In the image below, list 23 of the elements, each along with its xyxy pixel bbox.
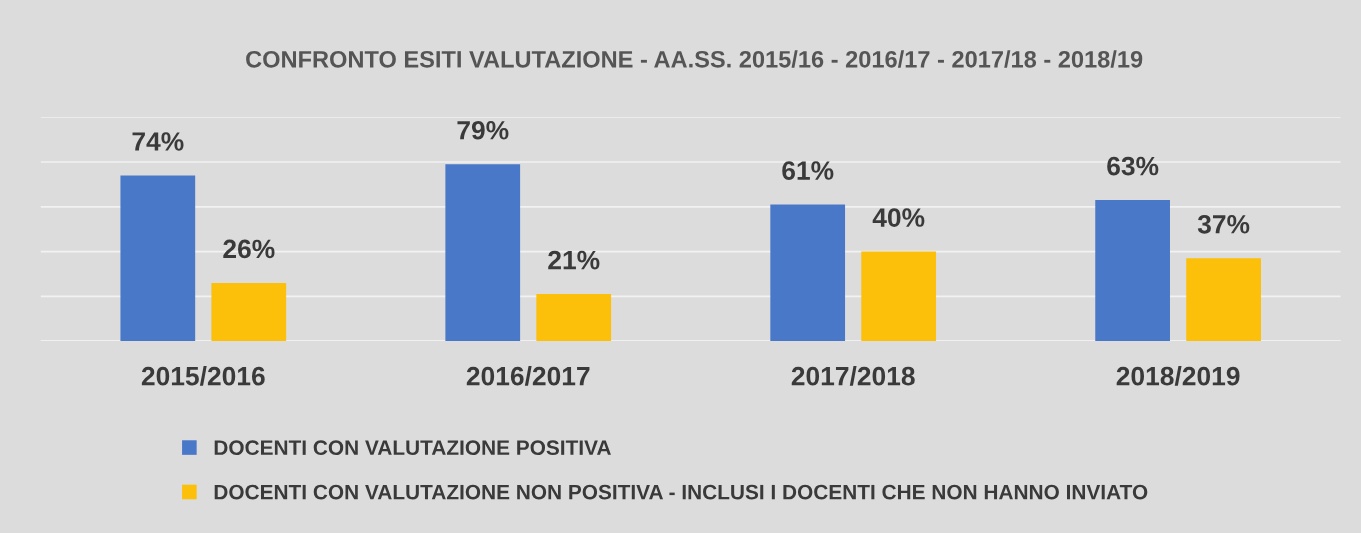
bar	[1095, 200, 1170, 342]
data-label: 26%	[223, 239, 275, 259]
bar	[536, 294, 612, 342]
bar	[770, 204, 846, 342]
bar	[120, 175, 196, 342]
data-label: 40%	[872, 208, 925, 227]
legend-label: DOCENTI CON VALUTAZIONE POSITIVA	[214, 440, 611, 456]
x-tick-label: 2018/2019	[1116, 366, 1240, 386]
bar	[211, 282, 287, 342]
data-label: 63%	[1107, 156, 1159, 176]
bar	[445, 164, 521, 342]
legend-label: DOCENTI CON VALUTAZIONE NON POSITIVA - INCLUSI I DOCENTI CHE NON HANNO INVIATO	[214, 484, 1148, 500]
chart-title: CONFRONTO ESITI VALUTAZIONE - AA.SS. 2015/16 - 2016/17 - 2017/18 - 2018/19	[246, 50, 1143, 68]
data-label: 37%	[1197, 214, 1250, 234]
data-label: 61%	[782, 161, 834, 180]
x-tick-label: 2016/2017	[466, 366, 590, 386]
data-label: 74%	[132, 132, 184, 151]
bar	[1186, 258, 1261, 342]
x-tick-label: 2015/2016	[141, 366, 265, 386]
data-label: 79%	[457, 120, 509, 140]
bar	[861, 251, 937, 342]
data-label: 21%	[548, 250, 600, 270]
x-tick-label: 2017/2018	[791, 366, 915, 386]
